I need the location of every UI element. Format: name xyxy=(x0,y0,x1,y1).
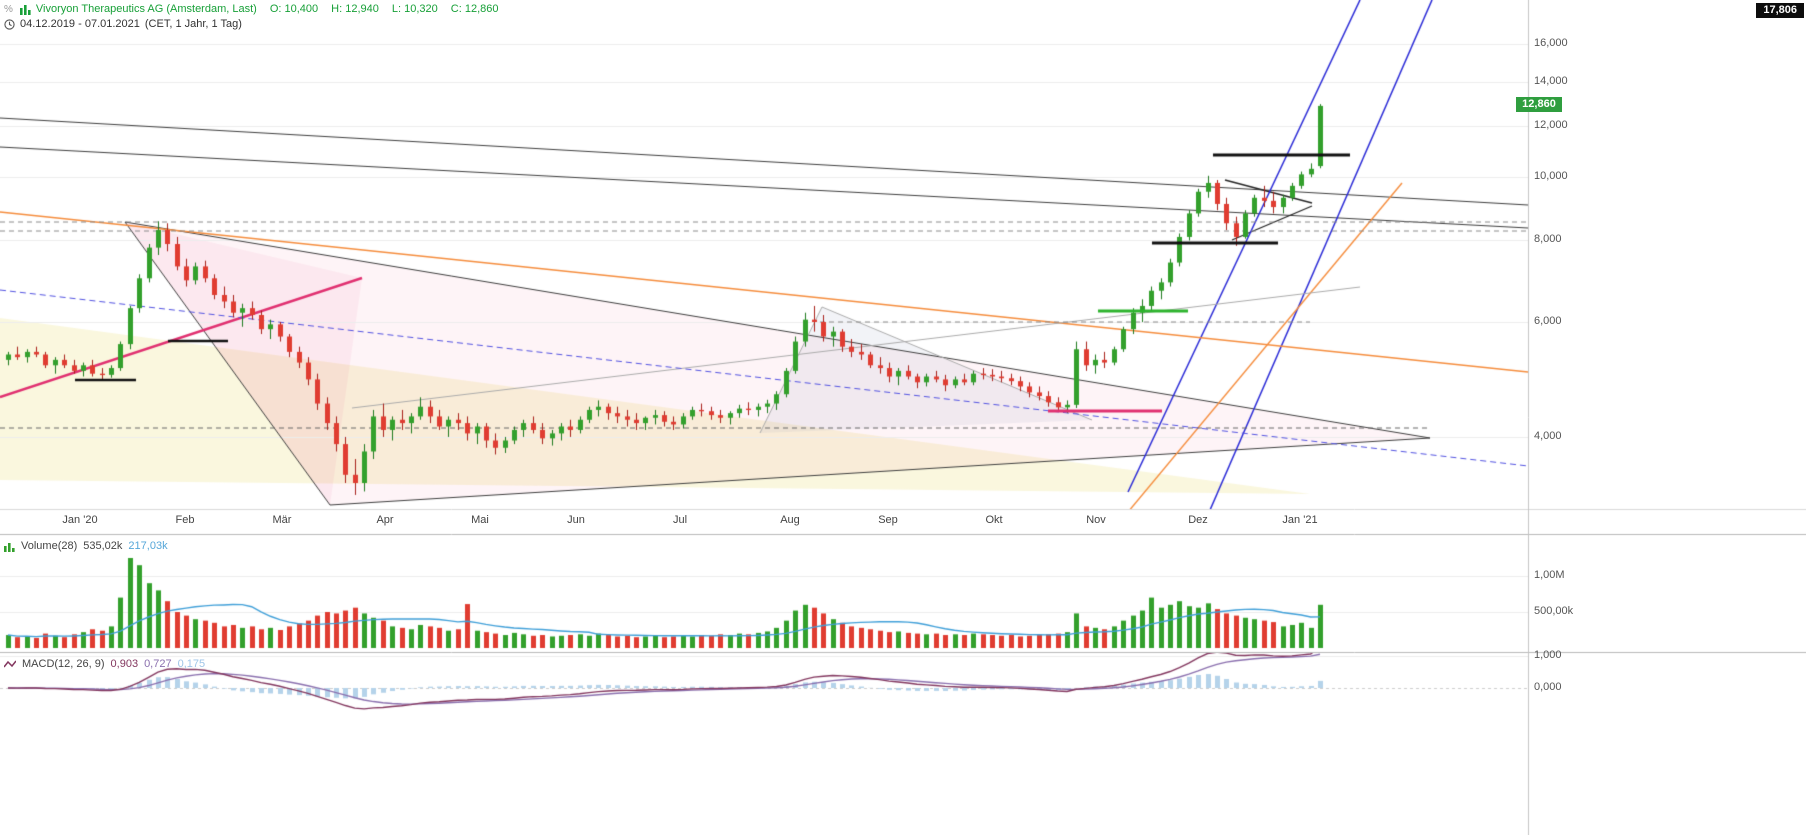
price-chart-canvas[interactable] xyxy=(0,0,1806,835)
charting-app: % Vivoryon Therapeutics AG (Amsterdam, L… xyxy=(0,0,1806,835)
